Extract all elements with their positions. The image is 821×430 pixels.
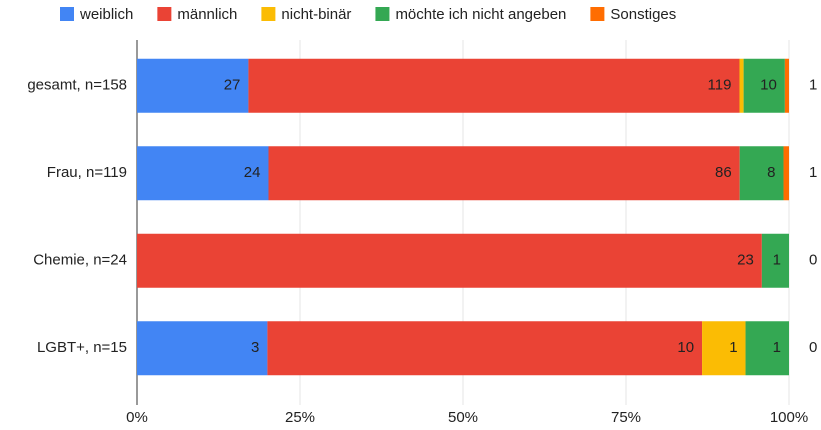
- x-tick-label: 75%: [611, 409, 641, 426]
- y-tick-label: LGBT+, n=15: [37, 339, 127, 356]
- legend-label: Sonstiges: [610, 6, 676, 23]
- bar-segment: [267, 321, 703, 376]
- x-tick-label: 0%: [126, 409, 148, 426]
- legend-swatch: [60, 7, 74, 21]
- bar-segment: [784, 58, 789, 113]
- data-label: 10: [677, 339, 694, 356]
- legend-label: nicht-binär: [281, 6, 351, 23]
- y-tick-label: Chemie, n=24: [33, 252, 127, 269]
- data-label: 0: [809, 252, 817, 269]
- y-tick-label: Frau, n=119: [47, 164, 127, 181]
- data-label: 1: [773, 339, 781, 356]
- bar-segment: [137, 58, 249, 113]
- data-label: 1: [729, 339, 737, 356]
- bar-segment: [761, 233, 789, 288]
- bar-segment: [137, 321, 268, 376]
- bar-segment: [739, 146, 784, 201]
- data-label: 24: [244, 164, 261, 181]
- bar-segment: [783, 146, 789, 201]
- x-tick-label: 50%: [448, 409, 478, 426]
- data-label: 3: [251, 339, 259, 356]
- bar-segment: [268, 146, 740, 201]
- data-label: 1: [809, 77, 817, 94]
- data-label: 23: [737, 252, 754, 269]
- data-label: 119: [708, 77, 732, 94]
- data-label: 27: [224, 77, 241, 94]
- data-label: 0: [809, 339, 817, 356]
- bar-segment: [743, 58, 785, 113]
- data-label: 1: [773, 252, 781, 269]
- data-label: 8: [767, 164, 775, 181]
- bar-segment: [137, 233, 762, 288]
- x-tick-label: 100%: [770, 409, 808, 426]
- legend-swatch: [375, 7, 390, 21]
- data-label: 86: [715, 164, 732, 181]
- bar-segment: [745, 321, 789, 376]
- data-label: 10: [760, 77, 777, 94]
- bar-segment: [739, 58, 744, 113]
- legend-swatch: [590, 7, 605, 21]
- legend-label: weiblich: [79, 6, 133, 23]
- legend-swatch: [261, 7, 276, 21]
- legend-label: möchte ich nicht angeben: [395, 6, 566, 23]
- legend-label: männlich: [177, 6, 237, 23]
- data-label: 1: [809, 164, 817, 181]
- bar-segment: [137, 146, 269, 201]
- y-tick-label: gesamt, n=158: [27, 77, 127, 94]
- x-tick-label: 25%: [285, 409, 315, 426]
- legend-swatch: [157, 7, 172, 21]
- bar-segment: [248, 58, 740, 113]
- bar-segment: [702, 321, 746, 376]
